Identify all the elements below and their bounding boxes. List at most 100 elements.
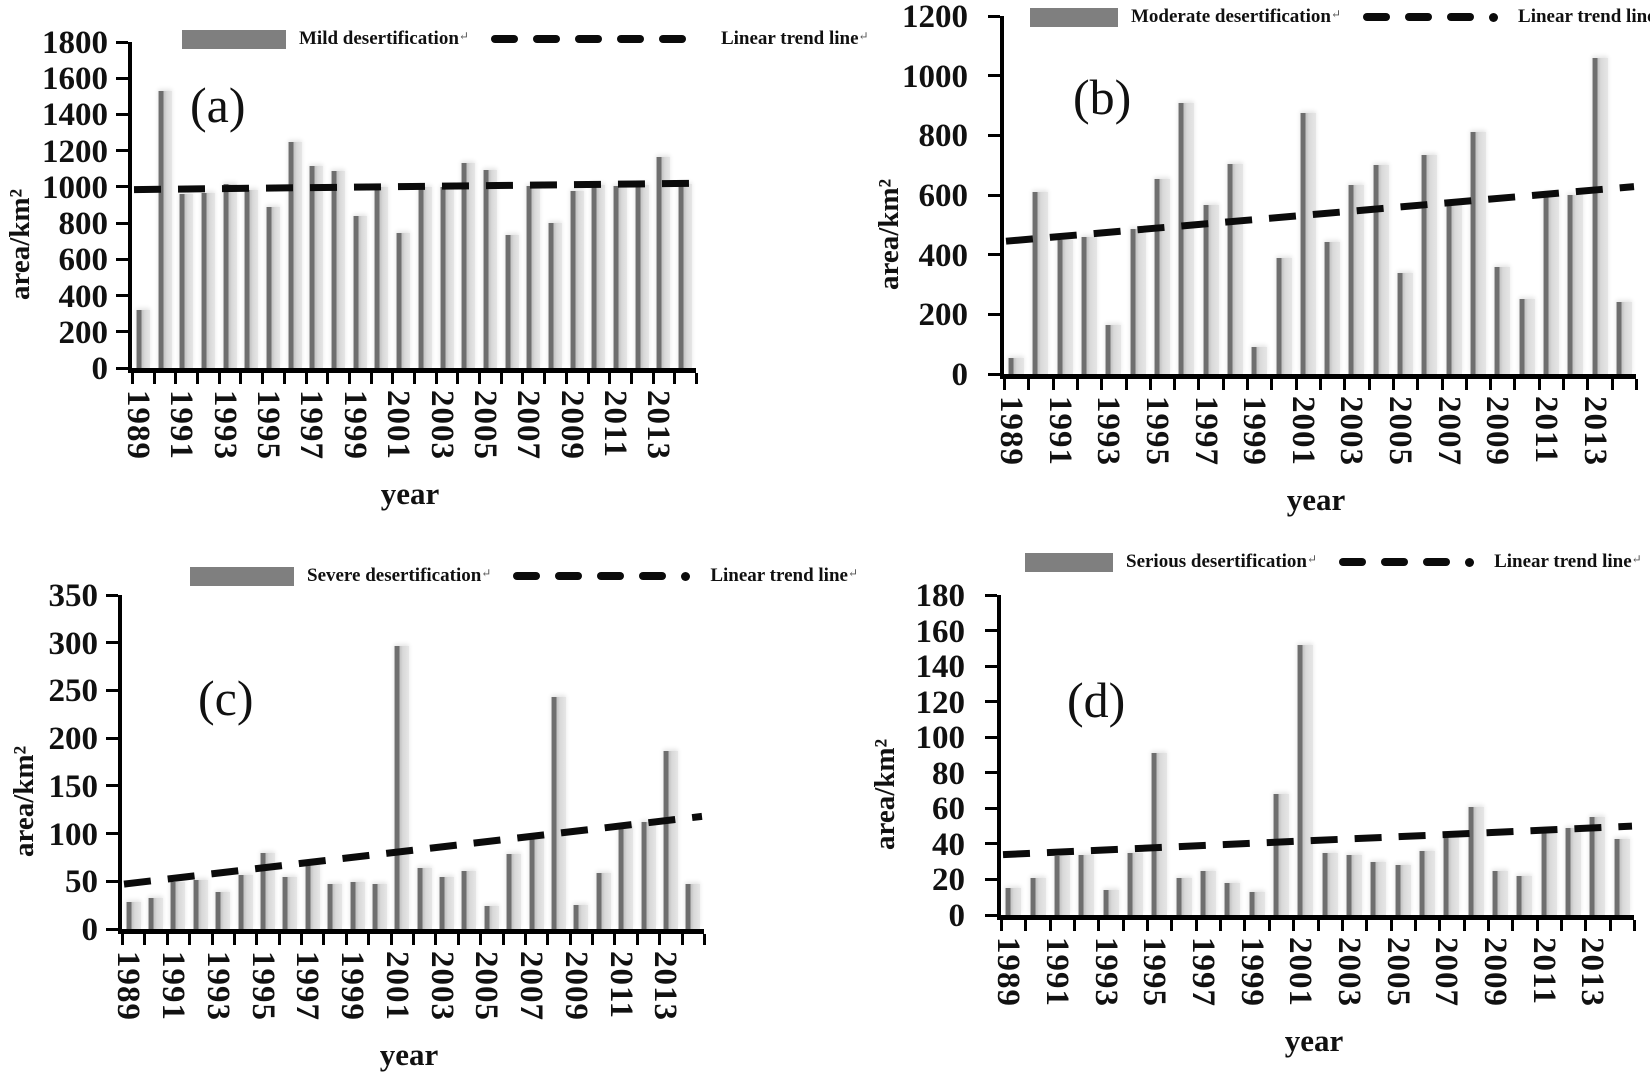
x-axis-tick: [457, 934, 460, 945]
bar-2014: [685, 884, 700, 929]
x-axis-tick: [188, 934, 191, 945]
y-tick-label: 0: [951, 357, 969, 393]
legend-bar-swatch: [190, 566, 294, 586]
y-axis-tick: [106, 593, 118, 597]
x-axis-tick: [1611, 379, 1614, 390]
bar-1998: [331, 171, 345, 368]
y-axis-tick: [116, 294, 128, 298]
bar-2013: [1589, 817, 1605, 915]
x-tick-label: 1993: [1088, 937, 1124, 1007]
y-tick-label: 1200: [42, 133, 108, 170]
bar-2010: [1519, 299, 1535, 374]
bar-2002: [418, 187, 432, 368]
x-axis-tick: [1416, 379, 1419, 390]
x-tick-label: 1999: [334, 951, 370, 1021]
x-axis-tick: [695, 373, 698, 384]
x-axis-tick: [1513, 379, 1516, 390]
x-axis-tick: [1149, 379, 1152, 390]
y-tick-label: 400: [58, 278, 109, 315]
bar-1996: [282, 877, 297, 929]
bar-1997: [1203, 205, 1219, 374]
y-axis-tick: [985, 806, 997, 810]
x-axis-tick: [1511, 920, 1514, 931]
bar-2007: [526, 186, 540, 368]
y-axis-tick: [106, 688, 118, 692]
bar-1995: [266, 207, 280, 368]
x-tick-label: 1989: [993, 396, 1029, 466]
x-tick-label: 2011: [603, 951, 639, 1020]
y-axis-tick: [985, 842, 997, 846]
x-axis-tick: [608, 373, 611, 384]
y-tick-label: 40: [932, 826, 965, 863]
x-tick-label: 2003: [424, 951, 460, 1021]
bar-2005: [483, 170, 497, 368]
bar-2003: [440, 187, 454, 368]
legend-series-label: Mild desertification↵: [299, 28, 469, 50]
bar-2008: [1470, 132, 1486, 374]
bar-1993: [215, 892, 230, 929]
y-tick-label: 1000: [902, 58, 968, 95]
x-axis-tick: [478, 373, 481, 384]
x-axis-tick: [1246, 379, 1249, 390]
x-axis-tick: [630, 373, 633, 384]
x-tick-label: 1991: [155, 951, 191, 1021]
bar-2004: [1373, 165, 1389, 374]
bar-2009: [1494, 267, 1510, 374]
x-tick-label: 1991: [1039, 937, 1075, 1007]
bar-2010: [591, 185, 605, 368]
legend-trendline-label: Linear trend line↵: [1494, 551, 1642, 573]
bar-2005: [1395, 865, 1411, 915]
bar-2007: [1443, 837, 1459, 915]
trend-dash-icon: [1339, 558, 1367, 566]
bar-1996: [1178, 103, 1194, 374]
x-axis-tick: [1465, 379, 1468, 390]
x-axis-tick: [1052, 379, 1055, 390]
bar-1997: [1200, 871, 1216, 915]
bar-2013: [656, 157, 670, 368]
legend-series-label-text: Moderate desertification: [1131, 6, 1331, 27]
bar-2010: [1516, 876, 1532, 915]
y-tick-label: 1200: [902, 0, 968, 35]
x-axis-tick: [1343, 379, 1346, 390]
bar-2000: [372, 884, 387, 929]
x-axis-tick: [1586, 379, 1589, 390]
x-tick-label: 2009: [554, 390, 590, 460]
y-tick-label: 20: [932, 862, 965, 899]
y-tick-label: 100: [48, 816, 99, 853]
legend-trendline-label-text: Linear trend line: [1494, 551, 1632, 572]
x-axis-tick: [326, 373, 329, 384]
x-axis-tick: [1463, 920, 1466, 931]
x-axis-tick: [673, 373, 676, 384]
x-tick-label: 1997: [1188, 396, 1224, 466]
y-axis-tick: [106, 927, 118, 931]
x-axis-title: year: [380, 476, 440, 511]
linear-trend-line: [1002, 822, 1633, 859]
y-axis-tick: [106, 784, 118, 788]
bar-2005: [484, 906, 499, 929]
x-axis-tick: [322, 934, 325, 945]
x-axis-tick: [1197, 379, 1200, 390]
x-axis-title: year: [1284, 1023, 1344, 1058]
y-tick-label: 600: [918, 178, 969, 214]
trend-dash-icon: [555, 572, 583, 580]
y-axis-tick: [988, 253, 1000, 257]
x-tick-label: 2003: [424, 390, 460, 460]
bar-1990: [148, 898, 163, 929]
legend-trendline-sample: [1363, 12, 1499, 22]
return-mark-glyph: ↵: [1307, 552, 1318, 566]
legend-trendline-sample: [1339, 557, 1475, 567]
x-axis-tick: [613, 934, 616, 945]
x-axis-tick: [1390, 920, 1393, 931]
legend-trendline-label-text: Linear trend line: [1518, 6, 1650, 27]
legend-trendline-label: Linear trend line↵: [721, 28, 869, 50]
x-tick-label: 1997: [289, 951, 325, 1021]
bar-2005: [1397, 273, 1413, 374]
y-axis-tick: [985, 735, 997, 739]
bar-2012: [635, 185, 649, 368]
bar-2004: [1370, 862, 1386, 915]
x-axis-tick: [1341, 920, 1344, 931]
x-axis-tick: [153, 373, 156, 384]
bar-2002: [417, 868, 432, 929]
bar-1991: [179, 194, 193, 368]
trend-dash-icon: [532, 35, 560, 43]
